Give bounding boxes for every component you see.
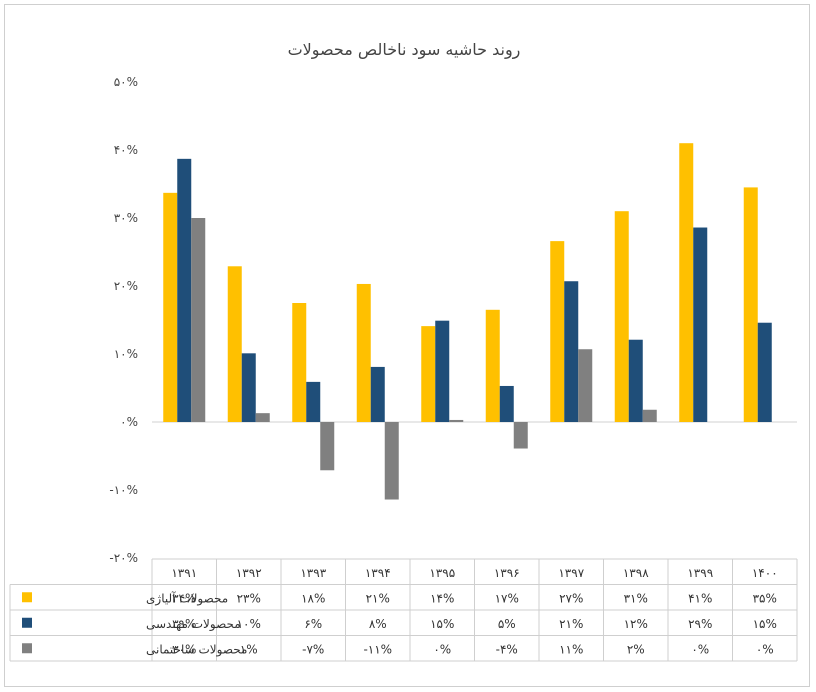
data-label: ۱۷% [495, 591, 519, 605]
bar-1-6 [485, 309, 500, 422]
bar-1-7 [550, 241, 565, 422]
data-label: ۲۷% [559, 591, 583, 605]
bar-2-10 [757, 322, 772, 422]
data-label: -۷% [302, 642, 324, 656]
category-label: ۱۴۰۰ [752, 566, 778, 580]
data-label: ۲۳% [237, 591, 261, 605]
data-label: ۱% [240, 642, 258, 656]
data-label: ۲۱% [559, 617, 583, 631]
data-label: ۳۵% [753, 591, 777, 605]
data-label: ۰% [691, 642, 709, 656]
bar-2-4 [370, 366, 385, 422]
legend-key-3 [22, 643, 32, 654]
category-label: ۱۳۹۶ [494, 566, 520, 580]
y-tick-label: ۱۰% [114, 347, 138, 361]
data-label: ۰% [756, 642, 774, 656]
series-label-2: محصولات مهندسی [146, 617, 241, 632]
data-label: ۱۸% [301, 591, 325, 605]
bar-1-2 [227, 266, 242, 422]
series-label-3: محصولات ساختمانی [146, 642, 247, 657]
y-tick-label: -۲۰% [109, 551, 138, 565]
y-tick-label: -۱۰% [109, 483, 138, 497]
data-label: ۱۱% [559, 642, 583, 656]
data-label: ۰% [433, 642, 451, 656]
category-label: ۱۳۹۴ [365, 566, 391, 580]
data-label: ۶% [304, 617, 322, 631]
y-tick-label: ۴۰% [114, 143, 138, 157]
chart-frame [4, 4, 810, 687]
data-label: ۱۵% [753, 617, 777, 631]
bar-1-4 [356, 283, 371, 422]
bar-2-3 [306, 381, 321, 422]
data-label: -۴% [496, 642, 518, 656]
category-label: ۱۳۹۱ [171, 566, 197, 580]
data-label: ۲% [627, 642, 645, 656]
category-label: ۱۳۹۷ [558, 566, 584, 580]
data-label: ۲۹% [688, 617, 712, 631]
bar-3-2 [255, 413, 270, 422]
data-label: ۱۰% [237, 617, 261, 631]
data-label: ۲۱% [366, 591, 390, 605]
y-tick-label: ۳۰% [114, 211, 138, 225]
bar-1-5 [421, 326, 436, 422]
data-label: ۵% [498, 617, 516, 631]
category-label: ۱۳۹۳ [300, 566, 326, 580]
bar-2-1 [177, 158, 192, 422]
bar-2-5 [435, 320, 450, 422]
data-label: ۱۴% [430, 591, 454, 605]
data-label: ۱۲% [624, 617, 648, 631]
bar-3-1 [191, 218, 206, 422]
data-label: ۳۴% [172, 591, 196, 605]
bar-3-7 [578, 349, 593, 422]
bar-2-8 [628, 339, 643, 422]
bar-3-3 [320, 422, 335, 471]
bar-3-4 [384, 422, 399, 500]
y-tick-label: ۰% [120, 415, 138, 429]
legend-key-2 [22, 617, 32, 628]
data-label: ۱۵% [430, 617, 454, 631]
bar-1-9 [679, 143, 694, 422]
y-tick-label: ۲۰% [114, 279, 138, 293]
chart-title: روند حاشیه سود ناخالص محصولات [287, 40, 521, 59]
bar-2-7 [564, 281, 579, 422]
bar-2-6 [499, 385, 514, 422]
bar-3-6 [513, 422, 528, 449]
data-label: -۱۱% [363, 642, 392, 656]
bar-3-8 [642, 409, 657, 422]
bar-1-1 [163, 192, 178, 422]
data-label: ۴۱% [688, 591, 712, 605]
category-label: ۱۳۹۲ [236, 566, 262, 580]
bar-1-3 [292, 303, 307, 422]
data-label: ۳۹% [172, 617, 196, 631]
y-tick-label: ۵۰% [114, 75, 138, 89]
data-label: ۳۰% [172, 642, 196, 656]
bar-2-9 [693, 227, 708, 422]
category-label: ۱۳۹۸ [623, 566, 649, 580]
bar-1-8 [614, 211, 629, 422]
data-label: ۸% [369, 617, 387, 631]
bar-1-10 [743, 187, 758, 422]
category-label: ۱۳۹۵ [429, 566, 455, 580]
category-label: ۱۳۹۹ [687, 566, 713, 580]
data-label: ۳۱% [624, 591, 648, 605]
bar-2-2 [241, 353, 256, 422]
bar-3-5 [449, 419, 464, 422]
series-label-1: محصولات آلیاژی [146, 590, 228, 606]
legend-key-1 [22, 592, 32, 603]
